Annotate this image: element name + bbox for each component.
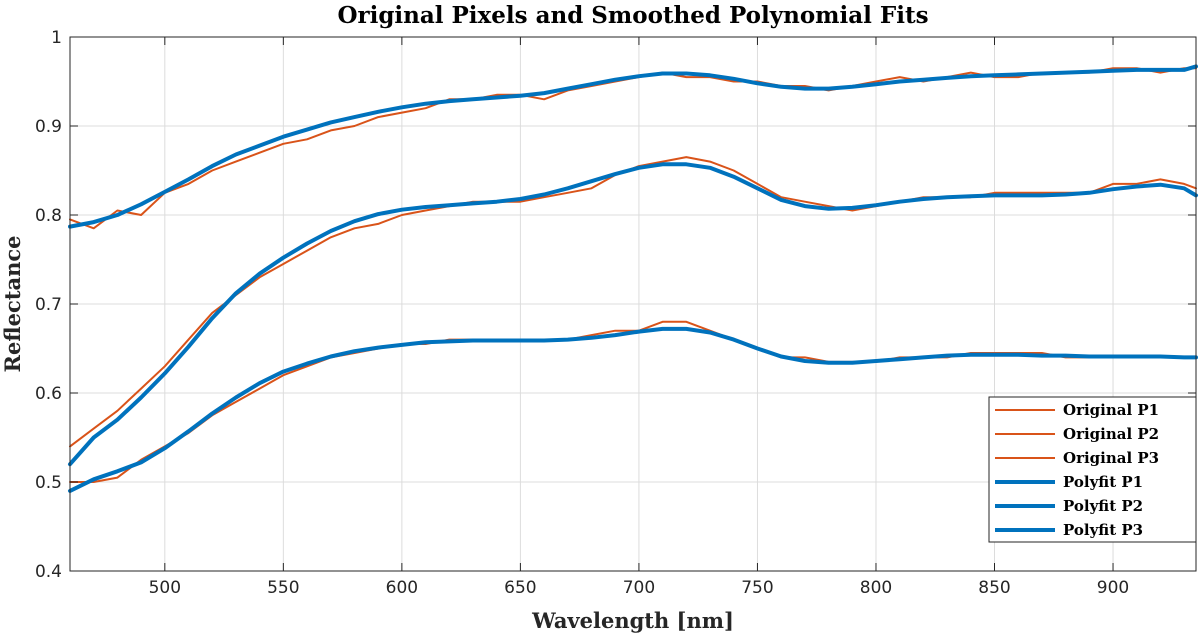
series-line-polyfit-p3 (68, 326, 1198, 493)
legend-label: Original P1 (1063, 401, 1159, 419)
series-lines (68, 64, 1198, 493)
chart-title: Original Pixels and Smoothed Polynomial … (337, 2, 928, 29)
x-axis-label: Wavelength [nm] (531, 608, 734, 633)
y-tick-label: 1 (51, 28, 62, 48)
x-ticks: 500 550 600 650 700 750 800 850 900 (149, 37, 1129, 598)
legend-label: Polyfit P2 (1063, 497, 1143, 515)
x-tick-label: 700 (623, 578, 655, 598)
x-tick-label: 650 (504, 578, 536, 598)
x-tick-label: 800 (860, 578, 892, 598)
y-tick-label: 0.5 (35, 473, 62, 493)
legend-label: Original P2 (1063, 425, 1159, 443)
legend-box (988, 396, 1197, 543)
series-line-polyfit-p1 (68, 64, 1198, 229)
y-tick-label: 0.8 (35, 206, 62, 226)
x-tick-label: 900 (1097, 578, 1129, 598)
x-tick-label: 600 (386, 578, 418, 598)
y-ticks: 0.4 0.5 0.6 0.7 0.8 0.9 1 (35, 28, 1196, 582)
x-tick-label: 850 (978, 578, 1010, 598)
legend-label: Original P3 (1063, 449, 1159, 467)
legend: Original P1 Original P2 Original P3 Polyfit… (988, 396, 1197, 543)
y-tick-label: 0.4 (35, 562, 62, 582)
y-tick-label: 0.6 (35, 384, 62, 404)
y-tick-label: 0.7 (35, 295, 62, 315)
legend-label: Polyfit P1 (1063, 473, 1143, 491)
x-tick-label: 750 (741, 578, 773, 598)
y-tick-label: 0.9 (35, 117, 62, 137)
series-line-polyfit-p2 (68, 162, 1198, 467)
legend-label: Polyfit P3 (1063, 521, 1143, 539)
x-tick-label: 550 (267, 578, 299, 598)
y-axis-label: Reflectance (0, 236, 25, 373)
x-tick-label: 500 (149, 578, 181, 598)
